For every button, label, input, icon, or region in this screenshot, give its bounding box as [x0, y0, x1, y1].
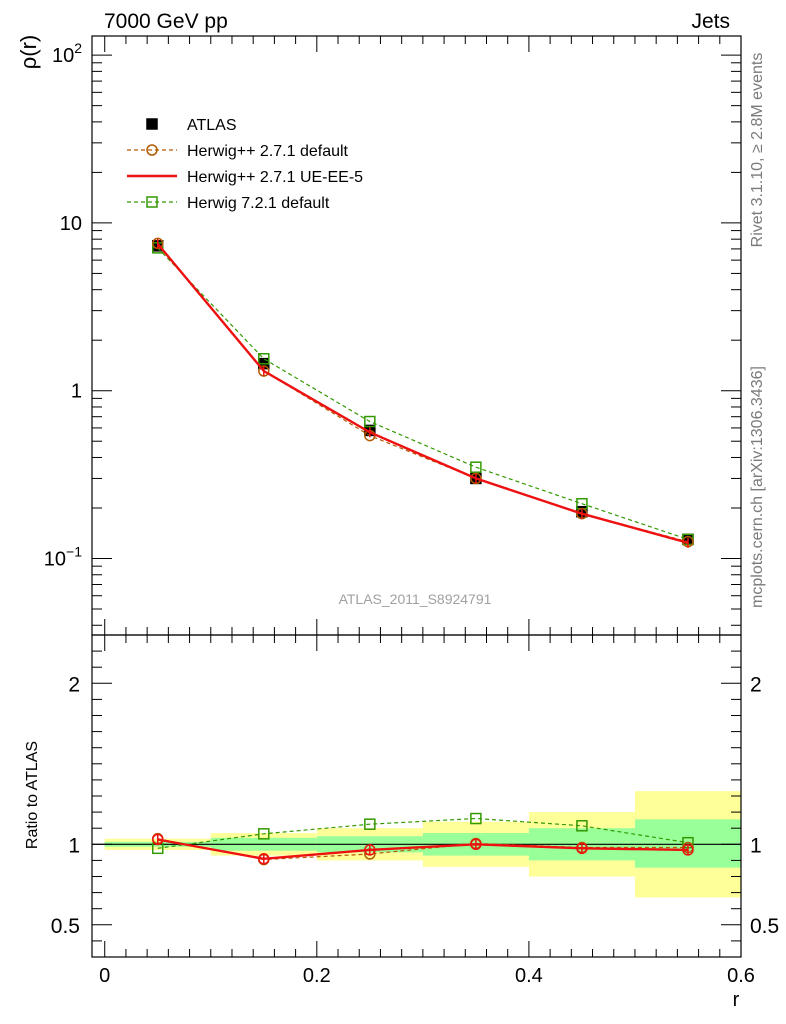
ratio-point-herwig7-4	[576, 820, 588, 832]
x-tick-label-2: 0.4	[515, 965, 543, 987]
legend-marker-herwigpp_default	[146, 144, 158, 156]
y-tick-label-main-1: 10	[60, 213, 82, 235]
main-point-herwig7-3	[470, 461, 482, 473]
ratio-line-herwigpp_ueee5	[157, 838, 689, 861]
ratio-point-herwig7-3	[470, 812, 482, 825]
header-right: Jets	[691, 10, 730, 33]
x-axis-label: r	[733, 989, 740, 1011]
ratio-point-herwig7-2	[364, 818, 376, 830]
ratio-marker-herwigpp_ueee5-4	[576, 842, 588, 855]
legend-label-atlas: ATLAS	[187, 117, 237, 134]
main-point-herwig7-2	[364, 415, 376, 428]
ratio-marker-herwigpp_ueee5-0	[151, 833, 164, 846]
y-tick-label-ratio-left-2: 2	[68, 673, 80, 696]
y-tick-label-ratio-right-1: 1	[750, 834, 762, 857]
legend-label-herwig7: Herwig 7.2.1 default	[187, 195, 330, 212]
y-tick-label-main-2: 1	[71, 381, 82, 403]
legend-marker-herwig7	[146, 196, 158, 208]
watermark: ATLAS_2011_S8924791	[339, 591, 492, 607]
main-point-herwig7-1	[258, 353, 270, 365]
main-ylabel: ρ(r)	[16, 35, 41, 70]
y-tick-label-ratio-left-1: 1	[68, 834, 80, 857]
ratio-marker-herwigpp_ueee5-3	[470, 838, 482, 851]
main-line-herwigpp_default	[157, 243, 689, 543]
x-tick-label-3: 0.6	[727, 965, 755, 987]
legend-marker-atlas	[146, 118, 158, 130]
main-line-herwigpp_ueee5	[156, 243, 689, 544]
y-tick-label-ratio-right-0: 0.5	[750, 915, 779, 938]
x-tick-label-0: 0	[99, 965, 110, 987]
ratio-point-herwig7-1	[258, 828, 270, 840]
rivet-label: Rivet 3.1.10, ≥ 2.8M events	[749, 53, 766, 248]
legend-label-herwigpp_default: Herwig++ 2.7.1 default	[187, 143, 349, 160]
header-left: 7000 GeV pp	[104, 10, 228, 33]
y-tick-label-ratio-right-2: 2	[750, 673, 762, 696]
ratio-marker-herwigpp_ueee5-5	[682, 844, 694, 856]
ratio-marker-herwigpp_ueee5-1	[258, 853, 270, 865]
mcplots-label: mcplots.cern.ch [arXiv:1306.3436]	[749, 366, 766, 608]
main-line-herwig7	[157, 247, 689, 540]
ratio-line-herwig7	[157, 817, 689, 849]
x-tick-label-1: 0.2	[303, 965, 331, 987]
y-tick-label-main-3: 10−1	[44, 543, 82, 570]
ratio-band-inner-5	[634, 819, 741, 868]
y-tick-label-ratio-left-0: 0.5	[51, 915, 80, 938]
y-tick-label-main-0: 102	[52, 40, 82, 67]
legend-label-herwigpp_ueee5: Herwig++ 2.7.1 UE-EE-5	[187, 169, 363, 186]
ratio-marker-herwigpp_ueee5-2	[364, 844, 376, 856]
ratio-ylabel: Ratio to ATLAS	[24, 741, 41, 849]
